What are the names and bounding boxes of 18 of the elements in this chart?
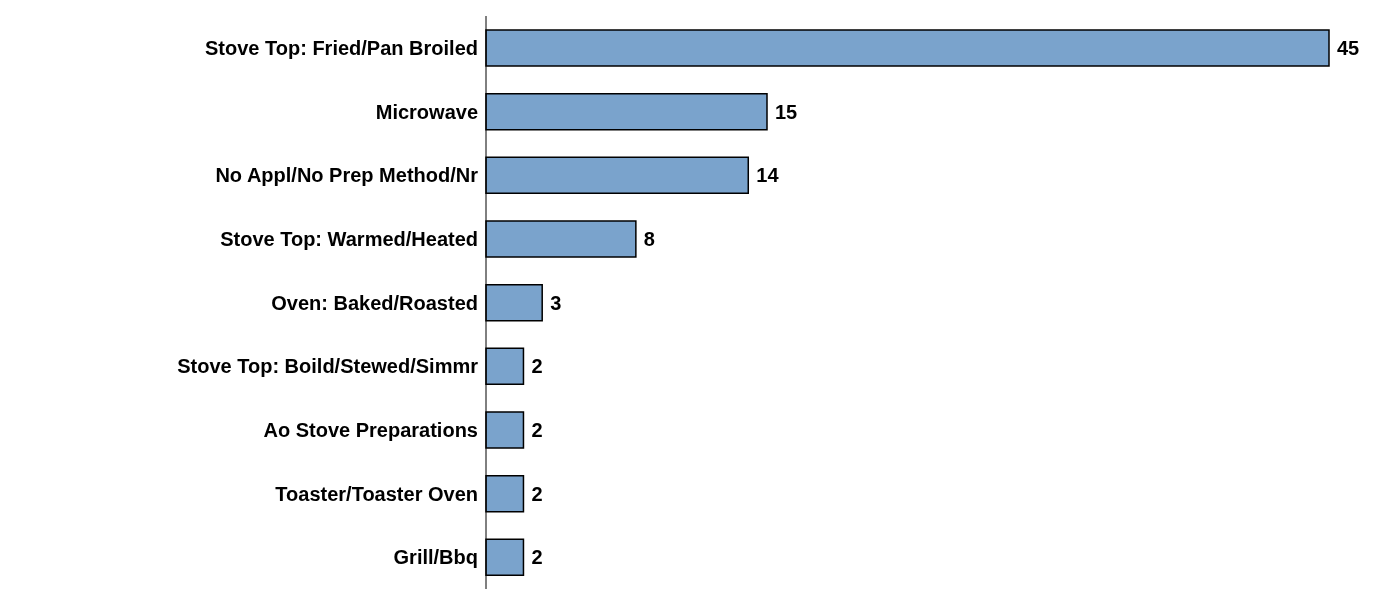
y-tick-label: No Appl/No Prep Method/Nr [215,164,479,187]
y-tick-label: Stove Top: Warmed/Heated [220,227,478,250]
data-label: 2 [531,355,543,378]
data-label: 45 [1337,37,1360,60]
y-tick-label: Microwave [375,100,478,123]
y-tick-label: Stove Top: Boild/Stewed/Simmr [177,355,479,378]
data-label: 15 [775,100,798,123]
data-label: 2 [531,546,543,569]
data-label: 8 [643,228,655,251]
y-tick-label: Stove Top: Fried/Pan Broiled [205,36,478,59]
data-label: 14 [756,164,780,187]
y-tick-label: Ao Stove Preparations [263,418,478,441]
data-label: 2 [531,482,543,505]
y-tick-label: Toaster/Toaster Oven [275,482,478,505]
y-tick-label: Grill/Bbq [393,546,478,569]
data-label: 3 [550,291,562,314]
data-label: 2 [531,419,543,442]
y-tick-label: Oven: Baked/Roasted [271,291,478,314]
